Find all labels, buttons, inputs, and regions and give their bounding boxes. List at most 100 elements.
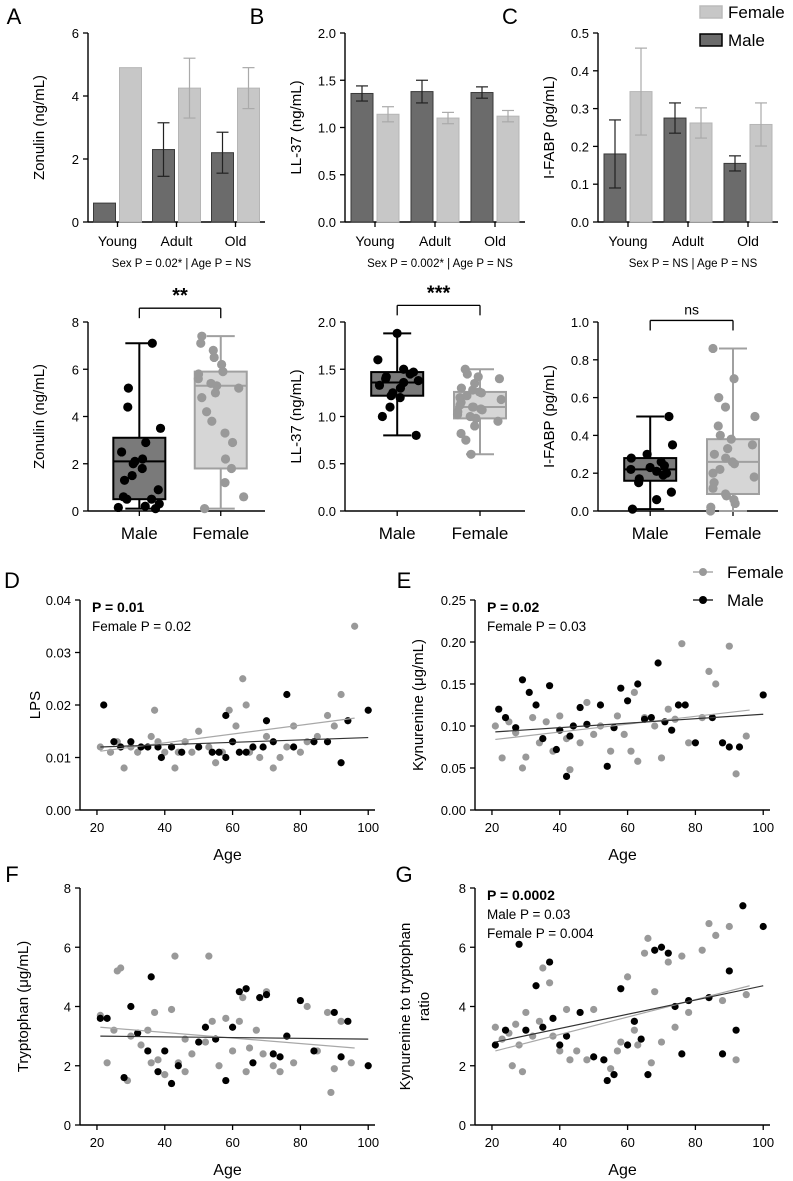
female-point-E [498,754,506,762]
male-point-E [674,701,683,709]
male-point-G [532,982,540,990]
female-point-G [705,919,713,928]
x-tick-label-E: 20 [485,820,499,835]
male-point-E [735,743,744,751]
female-point-F [103,1059,111,1067]
data-point-A2 [127,470,137,481]
female-point-G [640,949,649,957]
data-point-B2 [377,411,387,422]
bar-B-female-old [496,115,520,223]
fit-line-male-E [495,713,764,733]
male-point-F [330,1008,338,1017]
data-point-A2 [217,359,227,370]
data-point-B2 [456,428,466,439]
panel-label-C: C [502,4,518,29]
female-point-G [583,1056,591,1064]
y-tick-label-F: 6 [64,940,71,955]
data-point-C2 [713,421,723,431]
female-point-G [613,1047,622,1055]
female-point-G [539,964,547,972]
x-tick-label-D: 60 [225,820,239,835]
male-point-D [215,748,223,756]
y-tick-label-C: 0.3 [571,102,589,117]
x-tick-label-F: 40 [158,1135,172,1150]
data-point-C2 [634,474,644,484]
female-point-F [154,1056,162,1064]
bar-B-male-young [350,92,374,223]
x-tick-label-C2: Male [632,524,669,543]
male-point-E [566,732,574,740]
data-point-C2 [708,468,718,478]
female-point-G [685,1008,693,1017]
y-tick-label-F: 2 [64,1059,71,1074]
female-point-G [545,979,554,987]
bar-B-female-young [376,113,400,223]
x-tick-label-G: 40 [553,1135,567,1150]
male-point-E [525,688,533,697]
female-point-F [337,1017,345,1025]
female-point-D [269,764,277,772]
x-axis-label-F: Age [213,1162,242,1179]
female-point-G [556,1047,564,1055]
y-tick-label-C2: 0.2 [571,466,589,481]
male-point-D [269,738,277,746]
female-point-E [620,730,628,739]
female-point-E [576,739,584,747]
female-point-E [657,754,666,762]
male-point-G [522,1026,530,1034]
y-tick-label-C: 0.5 [571,26,589,41]
female-point-F [228,1047,237,1055]
male-point-D [137,743,145,751]
fit-line-male-F [100,1035,369,1040]
male-point-F [310,1047,318,1055]
data-point-A2 [119,475,130,485]
female-point-F [276,1068,284,1076]
data-point-B2 [496,394,506,405]
female-point-G [491,1023,499,1031]
male-point-D [117,743,125,751]
female-point-E [671,715,679,723]
male-point-G [590,1053,598,1061]
female-point-E [556,712,564,720]
male-point-E [539,735,547,743]
male-point-E [596,701,605,709]
male-point-E [640,715,649,723]
y-tick-label-A: 0 [72,215,79,230]
data-point-B2 [467,402,478,412]
male-point-D [100,701,108,709]
x-tick-label-B2: Male [379,524,416,543]
y-tick-label-E: 0.15 [441,677,466,692]
male-point-D [208,748,216,756]
legend-marker-male [699,596,707,604]
x-tick-label-C2: Female [705,524,762,543]
male-point-F [167,1079,176,1088]
data-point-B2 [388,388,398,398]
panel-label-A: A [7,4,22,29]
x-tick-label-F: 80 [293,1135,307,1150]
legend-swatch-male [699,33,723,47]
female-point-G [566,1056,574,1064]
male-point-G [610,1071,618,1079]
data-point-B2 [476,404,486,414]
male-point-E [512,724,520,732]
male-point-F [344,1017,352,1025]
male-point-E [691,739,700,747]
female-point-E [613,712,622,720]
data-point-A2 [199,504,210,514]
male-point-F [103,1014,111,1022]
data-point-C2 [642,449,652,459]
male-point-G [603,1076,611,1085]
male-point-E [681,701,689,709]
fit-line-female-G [495,985,750,1052]
female-point-F [147,1059,155,1067]
y-tick-label-G: 6 [459,940,466,955]
female-point-F [167,1005,176,1014]
female-point-F [117,964,125,972]
male-point-G [501,1026,510,1034]
data-point-A2 [196,338,206,348]
x-tick-label-C: Adult [672,233,704,249]
data-point-A2 [207,416,217,426]
data-point-C2 [708,343,718,354]
y-tick-label-C: 0.4 [571,64,589,79]
female-point-E [678,640,686,648]
